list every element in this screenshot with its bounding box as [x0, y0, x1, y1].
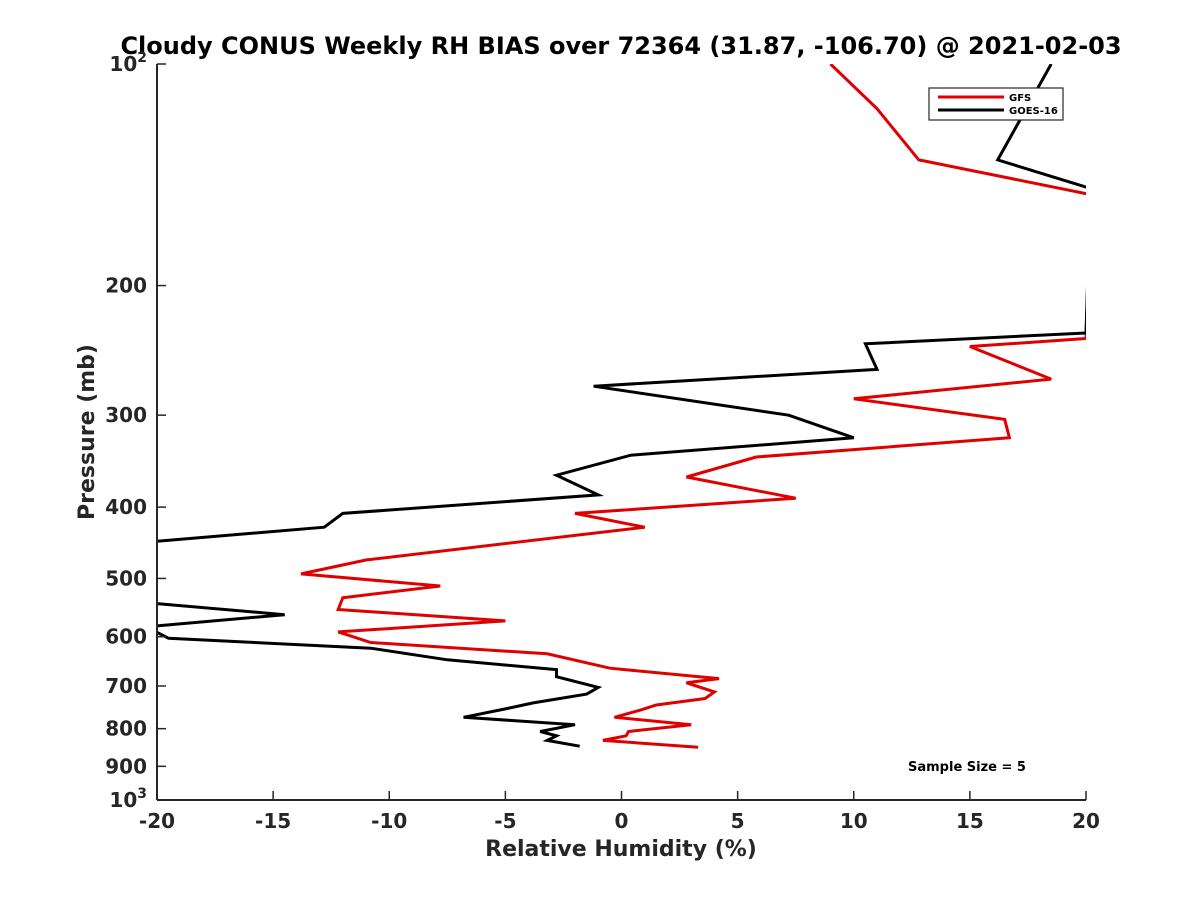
x-tick-label: -20 [139, 809, 175, 833]
series-line-goes16 [157, 64, 1086, 748]
x-tick-label: 20 [1072, 809, 1100, 833]
y-tick-label: 200 [105, 274, 147, 298]
y-tick-label: 102 [109, 50, 147, 76]
y-tick-label: 300 [105, 403, 147, 427]
x-tick-label: -15 [255, 809, 291, 833]
legend-box [928, 87, 1064, 121]
y-tick-label: 500 [105, 566, 147, 590]
sample-size-annotation: Sample Size = 5 [908, 760, 1026, 775]
legend: GFS GOES-16 [928, 87, 1064, 121]
axes [156, 64, 1086, 801]
legend-label-goes16: GOES-16 [1009, 106, 1058, 117]
x-axis-label: Relative Humidity (%) [485, 837, 757, 862]
y-tick-label: 900 [105, 754, 147, 778]
x-tick-label: 5 [731, 809, 745, 833]
y-tick-label: 600 [105, 625, 147, 649]
x-tick-label: 10 [840, 809, 868, 833]
y-axis-label: Pressure (mb) [75, 344, 100, 520]
legend-label-gfs: GFS [1009, 93, 1031, 104]
x-ticks: -20 -15 -10 -5 0 5 10 15 20 [139, 791, 1100, 833]
x-tick-label: -5 [494, 809, 516, 833]
y-tick-label: 700 [105, 674, 147, 698]
y-tick-label: 400 [105, 495, 147, 519]
series-layer [157, 64, 1086, 749]
x-tick-label: 15 [956, 809, 984, 833]
y-tick-label: 800 [105, 717, 147, 741]
x-tick-label: 0 [615, 809, 629, 833]
chart-title: Cloudy CONUS Weekly RH BIAS over 72364 (… [120, 32, 1121, 60]
x-tick-label: -10 [371, 809, 407, 833]
series-line-gfs [300, 64, 1086, 749]
